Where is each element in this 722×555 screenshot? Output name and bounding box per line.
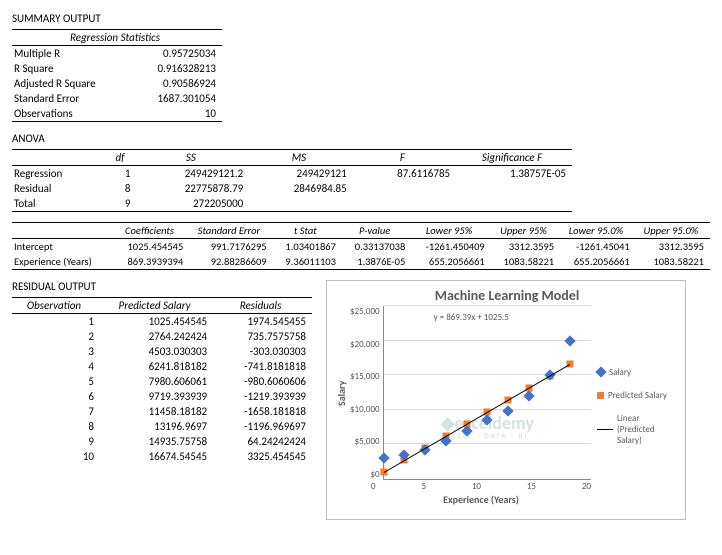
resid-obs: 3 [12, 344, 100, 359]
chart-point-salary [565, 335, 576, 346]
chart-y-axis-label: Salary [335, 306, 348, 480]
chart-point-salary [502, 406, 513, 417]
stat-value: 10 [132, 106, 222, 122]
resid-pred: 14935.75758 [100, 434, 213, 449]
chart-x-ticks: 0 5 10 15 20 [335, 481, 591, 492]
y-tick-label: $25,000 [350, 306, 380, 317]
resid-obs: 4 [12, 359, 100, 374]
chart-y-ticks: $0 $5,000 $10,000 $15,000 $20,000 $25,000 [348, 306, 383, 480]
chart-x-axis-label: Experience (Years) [335, 493, 591, 506]
resid-obs: 2 [12, 329, 100, 344]
anova-header: MS [249, 150, 352, 166]
y-tick-label: $5,000 [350, 436, 380, 447]
x-tick-label: 0 [371, 481, 376, 492]
resid-res: 735.7575758 [213, 329, 312, 344]
legend-salary: Salary [597, 367, 679, 378]
anova-table: dfSSMSFSignificance F Regression12494291… [12, 149, 572, 212]
anova-row-label: Total [12, 196, 108, 212]
residual-output-table: ObservationPredicted SalaryResiduals 110… [12, 297, 312, 464]
coef-header [12, 223, 114, 239]
resid-header: Predicted Salary [100, 298, 213, 314]
chart-plot-area: y = 869.39x + 1025.5 ◆exceldemy EXCEL · … [383, 306, 591, 480]
stat-value: 1687.301054 [132, 91, 222, 106]
chart-equation: y = 869.39x + 1025.5 [434, 312, 509, 323]
resid-res: -1219.393939 [213, 389, 312, 404]
chart-title: Machine Learning Model [335, 287, 679, 304]
x-tick-label: 10 [472, 481, 481, 492]
resid-obs: 8 [12, 419, 100, 434]
stat-label: Adjusted R Square [12, 76, 132, 91]
anova-header: F [353, 150, 456, 166]
resid-pred: 16674.54545 [100, 449, 213, 464]
resid-res: 64.24242424 [213, 434, 312, 449]
resid-pred: 6241.818182 [100, 359, 213, 374]
coef-header: Standard Error [189, 223, 272, 239]
resid-res: -303.030303 [213, 344, 312, 359]
resid-header: Residuals [213, 298, 312, 314]
resid-res: -1658.181818 [213, 404, 312, 419]
stat-value: 0.916328213 [132, 61, 222, 76]
y-tick-label: $15,000 [350, 371, 380, 382]
resid-obs: 6 [12, 389, 100, 404]
regression-statistics-table: Regression Statistics Multiple R0.957250… [12, 29, 222, 122]
resid-res: -1196.969697 [213, 419, 312, 434]
y-tick-label: $10,000 [350, 404, 380, 415]
anova-header: Significance F [456, 150, 572, 166]
anova-title: ANOVA [12, 132, 710, 145]
stat-label: Observations [12, 106, 132, 122]
y-tick-label: $20,000 [350, 339, 380, 350]
coef-row-label: Experience (Years) [12, 254, 114, 270]
coef-header: Lower 95% [411, 223, 490, 239]
coef-header: Upper 95% [491, 223, 560, 239]
resid-obs: 1 [12, 314, 100, 330]
chart-trendline [383, 364, 570, 473]
stat-label: Multiple R [12, 46, 132, 62]
resid-res: 3325.454545 [213, 449, 312, 464]
coef-header: P-value [342, 223, 411, 239]
resid-res: 1974.545455 [213, 314, 312, 330]
legend-predicted: Predicted Salary [597, 390, 679, 401]
chart-point-salary [523, 390, 534, 401]
stat-label: R Square [12, 61, 132, 76]
stat-value: 0.95725034 [132, 46, 222, 62]
resid-pred: 11458.18182 [100, 404, 213, 419]
anova-row-label: Residual [12, 181, 108, 196]
resid-pred: 13196.9697 [100, 419, 213, 434]
resid-obs: 5 [12, 374, 100, 389]
resid-res: -980.6060606 [213, 374, 312, 389]
coef-row-label: Intercept [12, 239, 114, 255]
legend-trend: Linear (Predicted Salary) [597, 413, 679, 446]
x-tick-label: 20 [582, 481, 591, 492]
resid-obs: 9 [12, 434, 100, 449]
stat-label: Standard Error [12, 91, 132, 106]
chart-point-salary [482, 415, 493, 426]
coef-header: Upper 95.0% [636, 223, 710, 239]
resid-obs: 10 [12, 449, 100, 464]
resid-pred: 7980.606061 [100, 374, 213, 389]
resid-pred: 4503.030303 [100, 344, 213, 359]
resid-pred: 1025.454545 [100, 314, 213, 330]
coefficients-table: CoefficientsStandard Errort StatP-valueL… [12, 222, 710, 270]
resid-pred: 2764.242424 [100, 329, 213, 344]
residual-output-title: RESIDUAL OUTPUT [12, 280, 312, 293]
anova-header: df [108, 150, 137, 166]
anova-row-label: Regression [12, 166, 108, 182]
x-tick-label: 5 [421, 481, 426, 492]
resid-header: Observation [12, 298, 100, 314]
coef-header: Coefficients [114, 223, 190, 239]
summary-output-title: SUMMARY OUTPUT [12, 12, 710, 25]
anova-header: SS [136, 150, 249, 166]
stat-value: 0.90586924 [132, 76, 222, 91]
anova-header [12, 150, 108, 166]
y-tick-label: $0 [350, 469, 380, 480]
x-tick-label: 15 [527, 481, 536, 492]
coef-header: t Stat [273, 223, 342, 239]
coef-header: Lower 95.0% [560, 223, 636, 239]
scatter-chart: Machine Learning Model Salary $0 $5,000 $1… [326, 280, 686, 520]
chart-legend: Salary Predicted Salary Linear (Predicte… [591, 306, 679, 506]
resid-res: -741.8181818 [213, 359, 312, 374]
resid-pred: 9719.393939 [100, 389, 213, 404]
regression-statistics-header: Regression Statistics [12, 30, 222, 46]
resid-obs: 7 [12, 404, 100, 419]
